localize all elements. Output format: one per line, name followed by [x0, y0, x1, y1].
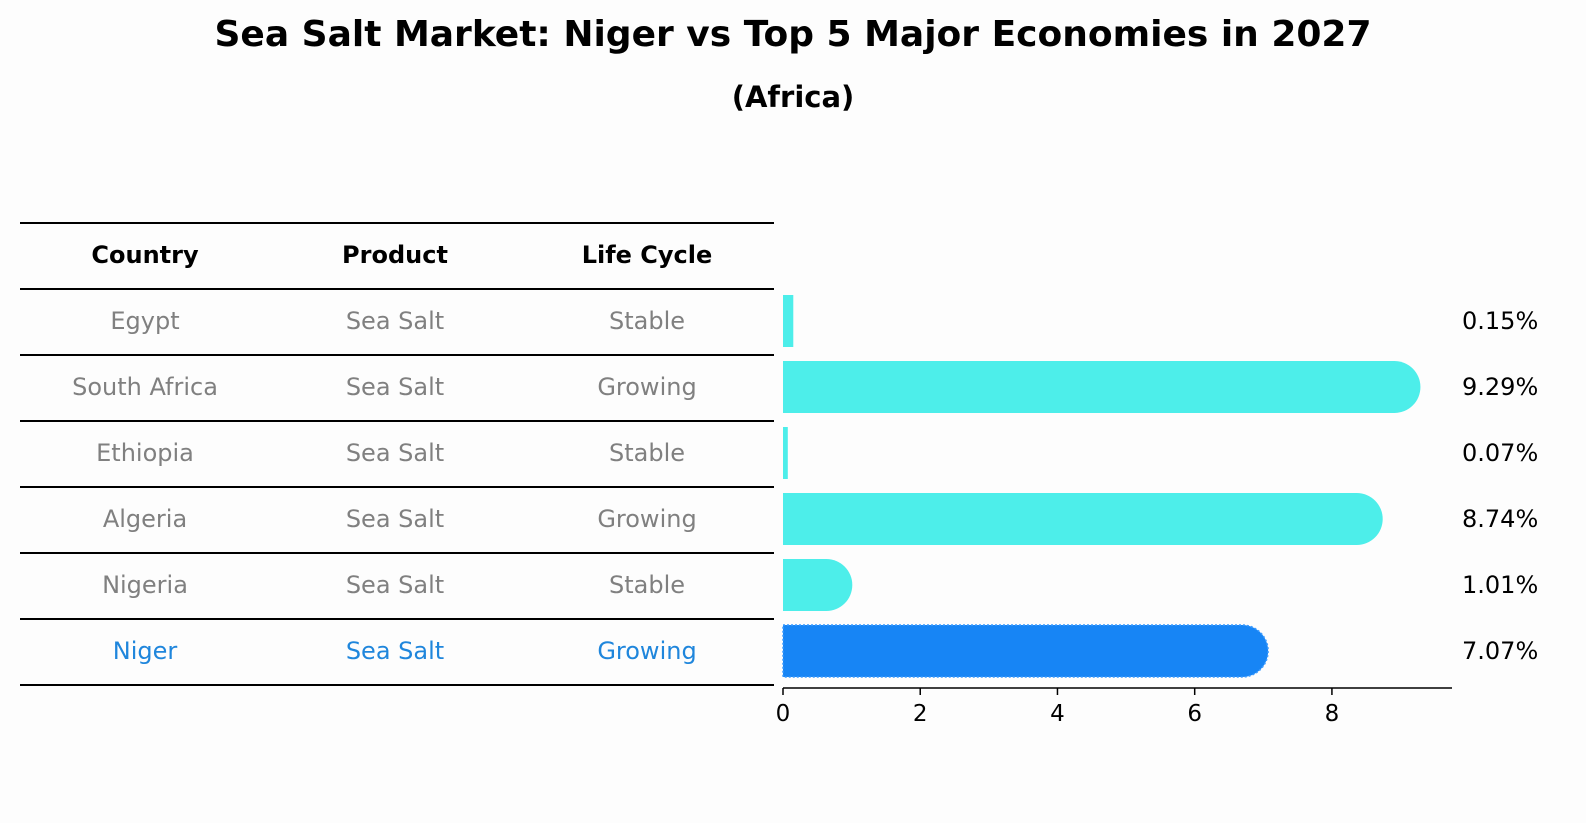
table-cell: Sea Salt — [345, 307, 445, 335]
table-cell: Sea Salt — [345, 637, 445, 665]
table-cell: Growing — [597, 637, 697, 665]
bar-south-africa — [783, 361, 1421, 413]
table-header-2: Life Cycle — [581, 241, 713, 269]
value-label: 0.15% — [1462, 307, 1538, 335]
table-cell: Egypt — [110, 307, 180, 335]
bar-ethiopia — [783, 427, 788, 479]
bar-algeria — [783, 493, 1383, 545]
bar-nigeria — [783, 559, 853, 611]
table-cell: Stable — [608, 439, 686, 467]
value-label: 1.01% — [1462, 571, 1538, 599]
table-cell: Stable — [608, 571, 686, 599]
table-cell: Growing — [597, 373, 697, 401]
table-cell: Nigeria — [102, 571, 188, 599]
table-header-1: Product — [342, 241, 448, 269]
x-tick-label: 4 — [1050, 701, 1065, 727]
table-cell: Growing — [597, 505, 697, 533]
table-cell: South Africa — [72, 373, 218, 401]
table-cell: Ethiopia — [96, 439, 194, 467]
table-divider — [20, 420, 774, 422]
table-divider — [20, 618, 774, 620]
value-label: 7.07% — [1462, 637, 1538, 665]
chart-title: Sea Salt Market: Niger vs Top 5 Major Ec… — [214, 14, 1372, 55]
table-cell: Sea Salt — [345, 505, 445, 533]
x-tick-label: 0 — [776, 701, 791, 727]
value-label: 0.07% — [1462, 439, 1538, 467]
x-tick-label: 2 — [913, 701, 928, 727]
table-cell: Algeria — [102, 505, 188, 533]
table-divider — [20, 222, 774, 224]
table-cell: Sea Salt — [345, 439, 445, 467]
table-cell: Stable — [608, 307, 686, 335]
table-cell: Sea Salt — [345, 571, 445, 599]
table-divider — [20, 486, 774, 488]
table-header-0: Country — [91, 241, 199, 269]
x-tick-label: 6 — [1187, 701, 1202, 727]
table-divider — [20, 684, 774, 686]
bar-egypt — [783, 295, 794, 347]
table-cell: Sea Salt — [345, 373, 445, 401]
table-divider — [20, 354, 774, 356]
table-divider — [20, 552, 774, 554]
table-divider — [20, 288, 774, 290]
table-cell: Niger — [112, 637, 178, 665]
chart-subtitle: (Africa) — [731, 80, 855, 114]
value-label: 8.74% — [1462, 505, 1538, 533]
bar-niger — [782, 624, 1269, 678]
x-tick-label: 8 — [1325, 701, 1340, 727]
value-label: 9.29% — [1462, 373, 1538, 401]
